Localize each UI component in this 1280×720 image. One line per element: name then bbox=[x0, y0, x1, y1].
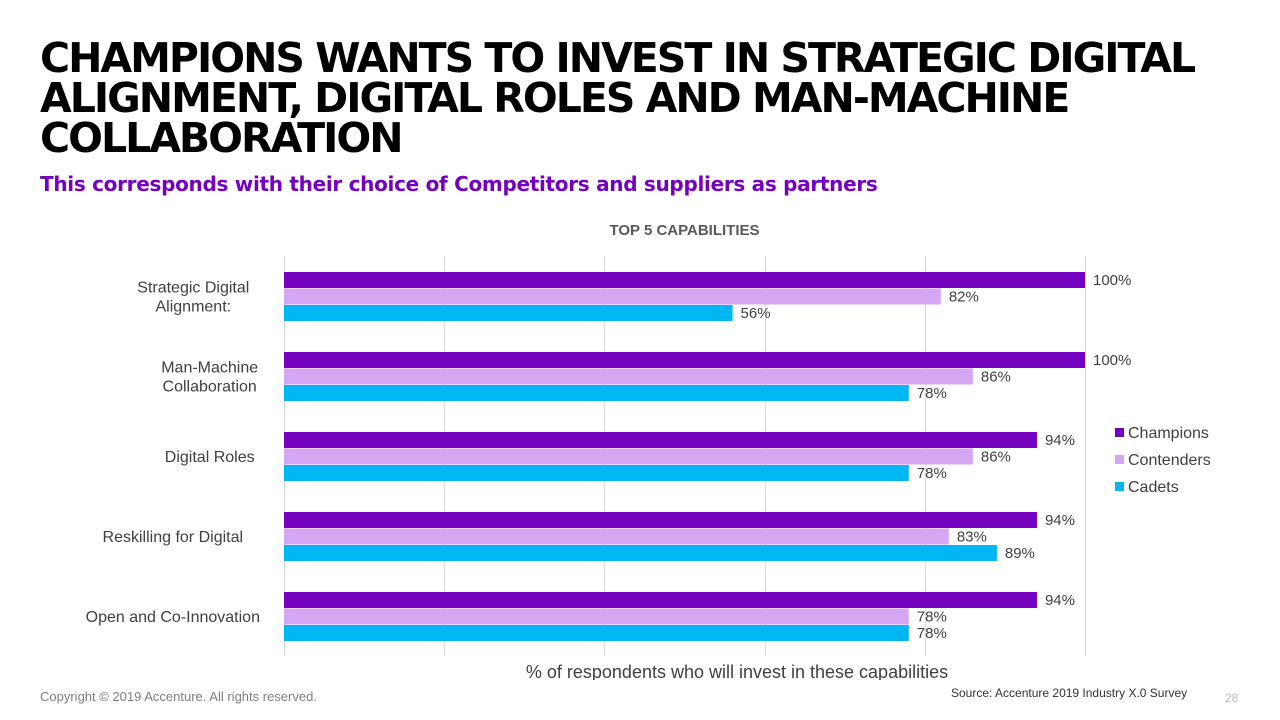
data-label: 86% bbox=[981, 369, 1011, 386]
bar-contenders bbox=[284, 448, 973, 465]
category-label: Reskilling for Digital bbox=[103, 529, 244, 546]
bar-champions bbox=[284, 352, 1085, 368]
category-label: Man-Machine Collaboration bbox=[161, 360, 258, 396]
category-label: Strategic Digital Alignment: bbox=[137, 280, 249, 316]
bar-cadets bbox=[284, 385, 909, 401]
bar-cadets bbox=[284, 465, 909, 481]
legend-swatch-champions bbox=[1115, 428, 1124, 437]
data-label: 82% bbox=[949, 289, 979, 306]
legend-swatch-cadets bbox=[1115, 482, 1124, 491]
data-label: 100% bbox=[1093, 352, 1131, 369]
legend-label-cadets: Cadets bbox=[1128, 479, 1179, 496]
source-note: Source: Accenture 2019 Industry X.0 Surv… bbox=[951, 686, 1188, 700]
bar-champions bbox=[284, 512, 1037, 528]
data-label: 78% bbox=[917, 609, 947, 626]
bar-champions bbox=[284, 432, 1037, 448]
bar-contenders bbox=[284, 288, 941, 305]
legend-label-contenders: Contenders bbox=[1128, 452, 1211, 469]
data-label: 94% bbox=[1045, 512, 1075, 529]
legend-label-champions: Champions bbox=[1128, 425, 1209, 442]
data-label: 94% bbox=[1045, 592, 1075, 609]
chart-title: TOP 5 CAPABILITIES bbox=[609, 222, 759, 239]
bar-champions bbox=[284, 272, 1085, 288]
bar-cadets bbox=[284, 625, 909, 641]
data-label: 78% bbox=[917, 625, 947, 642]
bar-champions bbox=[284, 592, 1037, 608]
data-label: 86% bbox=[981, 449, 1011, 466]
data-label: 56% bbox=[741, 305, 771, 322]
capabilities-bar-chart: TOP 5 CAPABILITIES 100% 82% 56% Strategic Di… bbox=[86, 222, 1211, 680]
copyright-text: Copyright © 2019 Accenture. All rights r… bbox=[40, 689, 317, 704]
category-label: Open and Co-Innovation bbox=[86, 609, 260, 626]
data-label: 89% bbox=[1005, 545, 1035, 562]
data-label: 78% bbox=[917, 385, 947, 402]
data-label: 100% bbox=[1093, 272, 1131, 289]
data-label: 78% bbox=[917, 465, 947, 482]
data-label: 83% bbox=[957, 529, 987, 546]
category-label: Digital Roles bbox=[165, 449, 255, 466]
x-axis-title: % of respondents who will invest in thes… bbox=[526, 662, 948, 680]
bar-cadets bbox=[284, 305, 733, 321]
legend-swatch-contenders bbox=[1115, 455, 1124, 464]
data-label: 94% bbox=[1045, 432, 1075, 449]
bar-contenders bbox=[284, 608, 909, 625]
slide-subtitle: This corresponds with their choice of Co… bbox=[40, 172, 878, 196]
bar-contenders bbox=[284, 528, 949, 545]
page-number: 28 bbox=[1225, 691, 1239, 705]
bar-contenders bbox=[284, 368, 973, 385]
bar-cadets bbox=[284, 545, 997, 561]
slide-title: CHAMPIONS WANTS TO INVEST IN STRATEGIC D… bbox=[40, 34, 1196, 162]
